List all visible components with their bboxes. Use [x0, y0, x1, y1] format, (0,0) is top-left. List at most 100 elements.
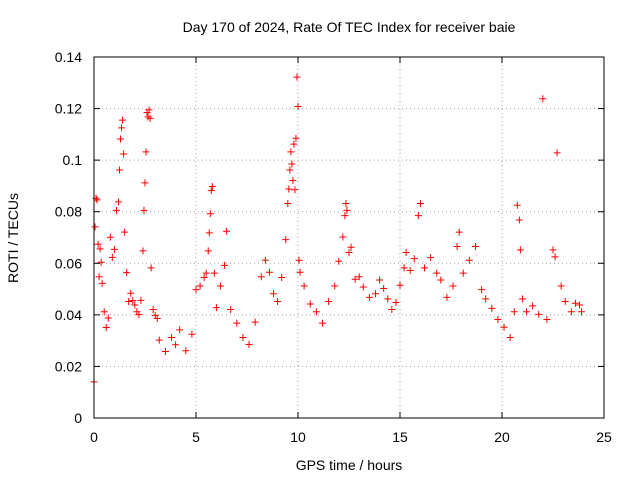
data-point	[146, 114, 154, 122]
data-point	[293, 73, 301, 81]
data-point	[131, 301, 139, 309]
x-tick-label: 0	[90, 429, 98, 445]
data-point	[345, 248, 353, 256]
data-point	[223, 227, 231, 235]
data-point	[116, 166, 123, 174]
x-tick-label: 5	[192, 429, 200, 445]
data-point	[515, 216, 523, 224]
data-point	[355, 273, 363, 281]
y-axis-label: ROTI / TECUs	[5, 193, 21, 283]
data-point	[295, 256, 303, 264]
data-point	[114, 198, 122, 206]
data-point	[392, 298, 400, 306]
y-tick-label: 0.06	[55, 255, 82, 271]
data-point	[123, 269, 131, 277]
data-point	[290, 140, 298, 148]
data-point	[137, 296, 145, 304]
data-point	[420, 264, 428, 272]
y-tick-label: 0.12	[55, 101, 82, 117]
data-point	[471, 243, 479, 251]
x-axis-label: GPS time / hours	[296, 457, 403, 473]
data-point	[522, 308, 530, 316]
x-tick-label: 20	[494, 429, 510, 445]
data-point	[510, 308, 518, 316]
data-point	[286, 166, 294, 174]
data-point	[433, 269, 441, 277]
data-point	[200, 273, 208, 281]
data-point	[400, 264, 408, 272]
data-point	[437, 276, 445, 284]
data-point	[529, 302, 537, 310]
data-point	[192, 286, 200, 294]
y-tick-label: 0.04	[55, 307, 82, 323]
data-point	[359, 283, 367, 291]
y-tick-label: 0.1	[63, 152, 83, 168]
data-point	[518, 295, 526, 303]
data-point	[135, 311, 143, 319]
data-point	[245, 341, 253, 349]
data-point	[296, 268, 304, 276]
data-point	[402, 248, 410, 256]
data-point	[312, 308, 320, 316]
data-point	[100, 308, 108, 316]
data-point	[453, 243, 461, 251]
data-point	[168, 334, 176, 342]
data-point	[343, 206, 351, 214]
data-point	[265, 268, 273, 276]
data-point	[207, 187, 215, 195]
data-point	[516, 246, 524, 254]
data-point	[196, 282, 204, 290]
data-point	[102, 323, 110, 331]
data-point	[91, 223, 99, 231]
data-point	[291, 186, 299, 194]
data-point	[478, 286, 486, 294]
x-tick-label: 15	[392, 429, 408, 445]
data-point	[578, 308, 586, 316]
data-point	[270, 290, 278, 298]
data-point	[278, 273, 286, 281]
data-point	[287, 148, 295, 156]
data-point	[351, 275, 359, 283]
y-tick-label: 0	[74, 410, 82, 426]
data-point	[414, 212, 422, 220]
y-tick-label: 0.14	[55, 49, 82, 65]
data-point	[289, 177, 297, 185]
data-point	[97, 258, 105, 266]
data-point	[208, 182, 216, 190]
data-point	[443, 293, 451, 301]
data-point	[465, 256, 473, 264]
data-point	[384, 295, 392, 303]
axis-ticks	[93, 56, 605, 419]
data-point	[161, 347, 169, 355]
data-point	[108, 253, 116, 261]
data-point	[494, 315, 502, 323]
data-point	[535, 310, 543, 318]
data-point	[416, 199, 424, 207]
data-point	[335, 257, 343, 265]
grid-lines	[94, 57, 604, 418]
data-point	[551, 253, 559, 261]
data-point	[98, 279, 106, 287]
data-point	[261, 256, 269, 264]
data-point	[140, 206, 148, 214]
data-point	[176, 326, 184, 334]
data-point	[147, 264, 155, 272]
data-point	[125, 297, 133, 305]
data-point	[331, 282, 339, 290]
data-point	[172, 341, 180, 349]
data-point	[155, 336, 163, 344]
data-point	[342, 199, 350, 207]
data-point	[500, 323, 508, 331]
data-point	[110, 245, 118, 253]
data-point	[571, 299, 579, 307]
data-point	[204, 247, 212, 255]
data-point	[239, 334, 247, 342]
data-point	[396, 281, 404, 289]
data-point	[553, 149, 561, 157]
data-point	[141, 179, 149, 187]
data-point	[513, 201, 521, 209]
data-point	[118, 124, 126, 132]
data-point	[153, 314, 161, 322]
